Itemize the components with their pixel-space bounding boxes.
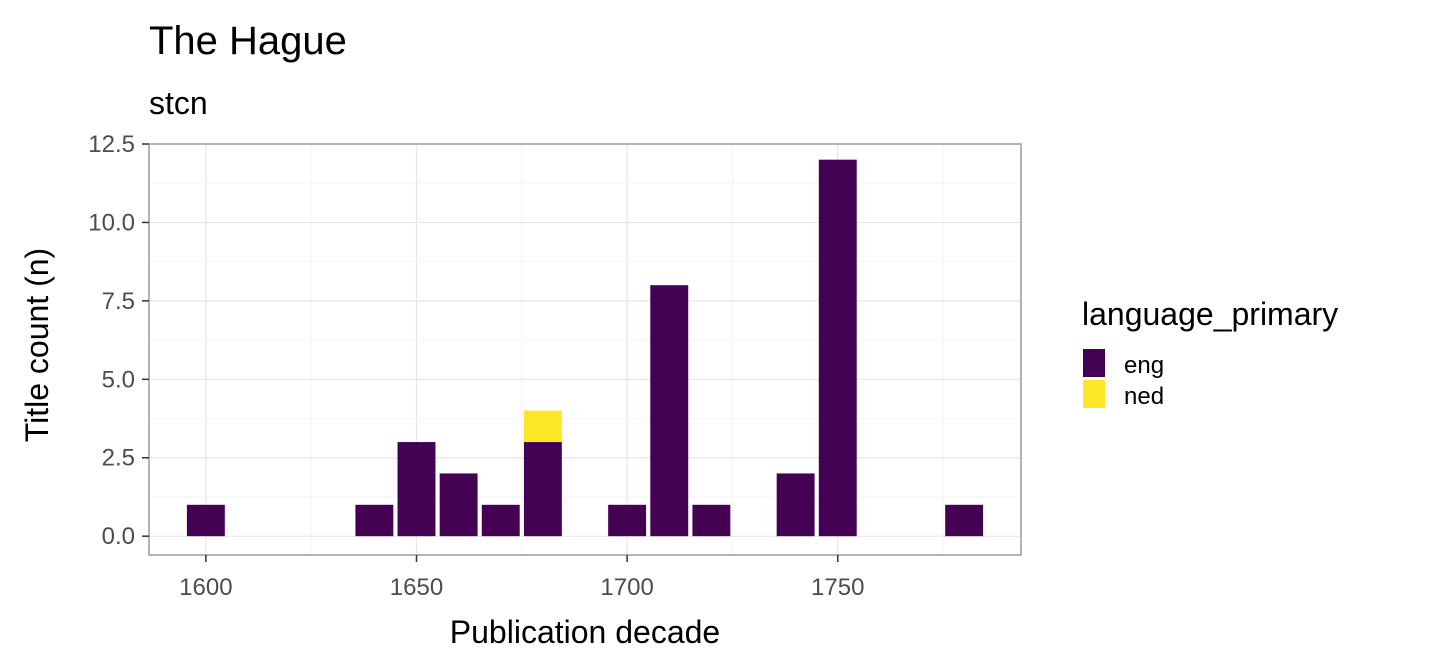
legend-label-eng: eng — [1124, 352, 1164, 379]
bar-ned-1680 — [523, 410, 562, 443]
bar-eng-1660 — [439, 473, 478, 537]
x-tick-label: 1650 — [390, 574, 443, 601]
bar-eng-1600 — [186, 504, 225, 537]
bar-eng-1720 — [692, 504, 731, 537]
y-tick-label: 12.5 — [88, 131, 135, 158]
y-tick-label: 10.0 — [88, 209, 135, 236]
y-tick-label: 5.0 — [102, 366, 135, 393]
x-tick-label: 1600 — [179, 574, 232, 601]
y-tick-label: 0.0 — [102, 523, 135, 550]
y-tick-label: 2.5 — [102, 445, 135, 472]
legend-title: language_primary — [1082, 296, 1338, 332]
bar-eng-1740 — [776, 473, 815, 537]
legend-label-ned: ned — [1124, 383, 1164, 410]
bar-eng-1780 — [945, 504, 984, 537]
legend-swatch-ned — [1083, 380, 1105, 408]
y-axis-ticks: 0.0 2.5 5.0 7.5 10.0 12.5 — [88, 131, 149, 550]
legend: language_primary eng ned — [1082, 296, 1338, 410]
x-axis-title: Publication decade — [450, 614, 720, 650]
bar-eng-1680 — [523, 442, 562, 537]
bars — [186, 159, 984, 537]
chart-subtitle: stcn — [149, 85, 208, 121]
chart-title: The Hague — [149, 19, 347, 63]
bar-eng-1750 — [818, 159, 857, 537]
bar-eng-1650 — [397, 442, 436, 537]
bar-eng-1640 — [355, 504, 394, 537]
x-tick-label: 1700 — [600, 574, 653, 601]
y-tick-label: 7.5 — [102, 288, 135, 315]
bar-eng-1700 — [608, 504, 647, 537]
y-axis-title: Title count (n) — [19, 248, 55, 442]
grid-lines — [149, 143, 1021, 555]
x-axis-ticks: 1600 1650 1700 1750 — [179, 555, 864, 601]
bar-eng-1670 — [481, 504, 520, 537]
legend-swatch-eng — [1083, 349, 1105, 377]
x-tick-label: 1750 — [811, 574, 864, 601]
bar-eng-1710 — [650, 285, 689, 537]
panel-border — [148, 143, 1022, 556]
